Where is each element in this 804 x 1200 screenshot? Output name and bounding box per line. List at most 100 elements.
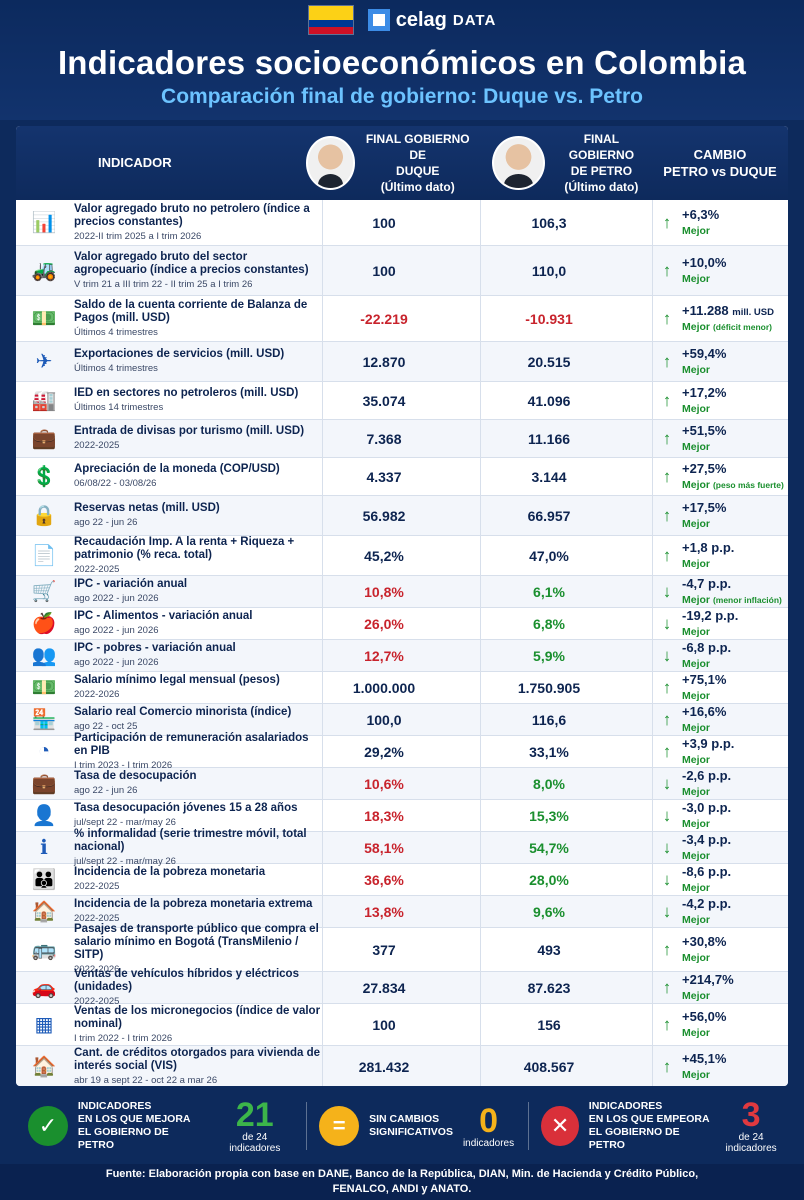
change-label: Mejor xyxy=(682,478,711,491)
header-duque-line3: (Último dato) xyxy=(380,180,455,194)
table-row: 📊 Valor agregado bruto no petrolero (índi… xyxy=(16,200,788,246)
indicator-period: ago 22 - oct 25 xyxy=(74,721,138,732)
change-label: Mejor xyxy=(682,881,711,894)
change-value: +11.288 xyxy=(682,302,729,318)
change-label: Mejor xyxy=(682,272,711,285)
change-value: +1,8 p.p. xyxy=(682,539,735,555)
indicator-period: Últimos 4 trimestres xyxy=(74,363,158,374)
tractor-icon: 🚜 xyxy=(31,260,57,282)
arrow-up-icon: ↑ xyxy=(662,677,672,697)
change-value: +75,1% xyxy=(682,671,727,687)
petro-value: 20.515 xyxy=(527,353,571,370)
improve-label-2: EN LOS QUE MEJORA xyxy=(77,1113,191,1125)
change-cell: ↑ +1,8 p.p. Mejor xyxy=(652,539,788,571)
duque-value: 58,1% xyxy=(364,839,404,856)
change-value: +56,0% xyxy=(682,1008,727,1024)
petro-value: 47,0% xyxy=(529,547,569,564)
worse-label-1: INDICADORES xyxy=(588,1100,663,1112)
petro-value: 156 xyxy=(537,1016,561,1033)
indicator-name: Exportaciones de servicios (mill. USD) xyxy=(74,348,285,360)
change-cell: ↑ +59,4% Mejor xyxy=(652,346,788,377)
banknote-icon: 💵 xyxy=(31,677,57,699)
change-label: Mejor xyxy=(682,402,711,415)
change-value: -2,6 p.p. xyxy=(682,767,732,783)
arrow-up-icon: ↑ xyxy=(662,466,672,486)
table-row: 👥 IPC - pobres - variación anual ago 2022 … xyxy=(16,640,788,672)
indicator-period: ago 2022 - jun 2026 xyxy=(74,625,159,636)
same-count: 0 xyxy=(479,1101,498,1140)
table-row: 🚌 Pasajes de transporte público que compr… xyxy=(16,923,788,975)
indicator-period: 2022-2026 xyxy=(74,689,120,700)
change-cell: ↑ +51,5% Mejor xyxy=(652,423,788,454)
arrow-up-icon: ↑ xyxy=(662,505,672,525)
table-row: ▦ Ventas de los micronegocios (índice de … xyxy=(16,1004,788,1046)
change-label: Mejor xyxy=(682,989,711,1002)
duque-value: 377 xyxy=(372,941,396,958)
car-icon: 🚗 xyxy=(31,977,57,999)
indicator-period: ago 22 - jun 26 xyxy=(74,517,138,528)
change-label: Mejor xyxy=(682,657,711,670)
same-of: indicadores xyxy=(462,1137,515,1149)
indicator-name: Valor agregado bruto del sector agropecu… xyxy=(74,250,309,276)
table-row: 💲 Apreciación de la moneda (COP/USD) 06/08… xyxy=(16,458,788,496)
arrow-down-icon: ↓ xyxy=(662,581,672,601)
table-row: 🏠 Cant. de créditos otorgados para vivien… xyxy=(16,1046,788,1086)
change-value: +45,1% xyxy=(682,1050,727,1066)
arrow-up-icon: ↑ xyxy=(662,977,672,997)
table-row: 💵 Saldo de la cuenta corriente de Balanza… xyxy=(16,296,788,342)
header-change: CAMBIO PETRO vs DUQUE xyxy=(652,126,788,200)
same-label-2: SIGNIFICATIVOS xyxy=(369,1126,453,1138)
duque-value: 10,6% xyxy=(364,775,404,792)
improve-of: de 24 indicadores xyxy=(229,1132,281,1154)
change-cell: ↑ +3,9 p.p. Mejor xyxy=(652,735,788,767)
celag-logo: celag DATA xyxy=(367,9,497,32)
change-cell: ↑ +45,1% Mejor xyxy=(652,1050,788,1082)
change-cell: ↓ -19,2 p.p. Mejor xyxy=(652,608,788,639)
duque-value: 10,8% xyxy=(364,583,404,600)
indicator-period: 2022-2026 xyxy=(74,964,120,975)
petro-value: 28,0% xyxy=(529,871,569,888)
people-icon: 👥 xyxy=(31,645,57,667)
change-value: -3,0 p.p. xyxy=(682,799,732,815)
worse-label-2: EN LOS QUE EMPEORA xyxy=(588,1113,710,1125)
indicator-period: Últimos 14 trimestres xyxy=(74,402,164,413)
duque-value: 36,6% xyxy=(364,871,404,888)
header-petro-line3: (Último dato) xyxy=(564,180,639,194)
apple-icon: 🍎 xyxy=(31,613,57,635)
brand-suffix: DATA xyxy=(452,11,497,29)
indicator-period: I trim 2023 - I trim 2026 xyxy=(74,759,173,771)
indicator-name: % informalidad (serie trimestre móvil, t… xyxy=(74,827,307,853)
indicator-name: Recaudación Imp. A la renta + Riqueza + … xyxy=(74,535,295,561)
indicators-table: INDICADOR FINAL GOBIERNO DE DUQUE (Últim… xyxy=(16,126,788,1086)
petro-value: 493 xyxy=(537,941,561,958)
table-header: INDICADOR FINAL GOBIERNO DE DUQUE (Últim… xyxy=(16,126,788,200)
change-label: Mejor xyxy=(682,557,711,570)
change-value: +214,7% xyxy=(682,971,734,987)
arrow-up-icon: ↑ xyxy=(662,741,672,761)
change-cell: ↑ +214,7% Mejor xyxy=(652,971,788,1003)
change-note: (déficit menor) xyxy=(712,321,772,332)
change-label: Mejor xyxy=(682,849,711,862)
indicator-name: Ventas de los micronegocios (índice de v… xyxy=(74,1004,321,1030)
indicator-name: Ventas de vehículos híbridos y eléctrico… xyxy=(74,967,299,993)
arrow-up-icon: ↑ xyxy=(662,428,672,448)
page-title: Indicadores socioeconómicos en Colombia xyxy=(57,44,747,81)
indicator-period: 2022-2025 xyxy=(74,995,120,1007)
change-label: Mejor xyxy=(682,224,711,237)
change-cell: ↑ +75,1% Mejor xyxy=(652,671,788,703)
change-cell: ↓ -3,4 p.p. Mejor xyxy=(652,832,788,863)
indicator-period: Últimos 4 trimestres xyxy=(74,326,158,338)
change-value: -8,6 p.p. xyxy=(682,863,732,879)
duque-value: 29,2% xyxy=(364,743,404,760)
info-icon: ℹ xyxy=(40,837,48,859)
worse-label-3: EL GOBIERNO DE PETRO xyxy=(588,1126,680,1151)
change-unit: mill. USD xyxy=(732,306,774,318)
change-value: +3,9 p.p. xyxy=(682,735,735,751)
table-row: 🏭 IED en sectores no petroleros (mill. US… xyxy=(16,382,788,420)
source-line-2: FENALCO, ANDI y ANATO. xyxy=(332,1183,472,1195)
duque-value: 13,8% xyxy=(364,903,404,920)
duque-value: 1.000.000 xyxy=(352,679,416,696)
improve-label-3: EL GOBIERNO DE PETRO xyxy=(77,1126,169,1151)
header-petro: FINAL GOBIERNO DE PETRO (Último dato) xyxy=(482,126,652,200)
change-label: Mejor xyxy=(682,1068,711,1081)
